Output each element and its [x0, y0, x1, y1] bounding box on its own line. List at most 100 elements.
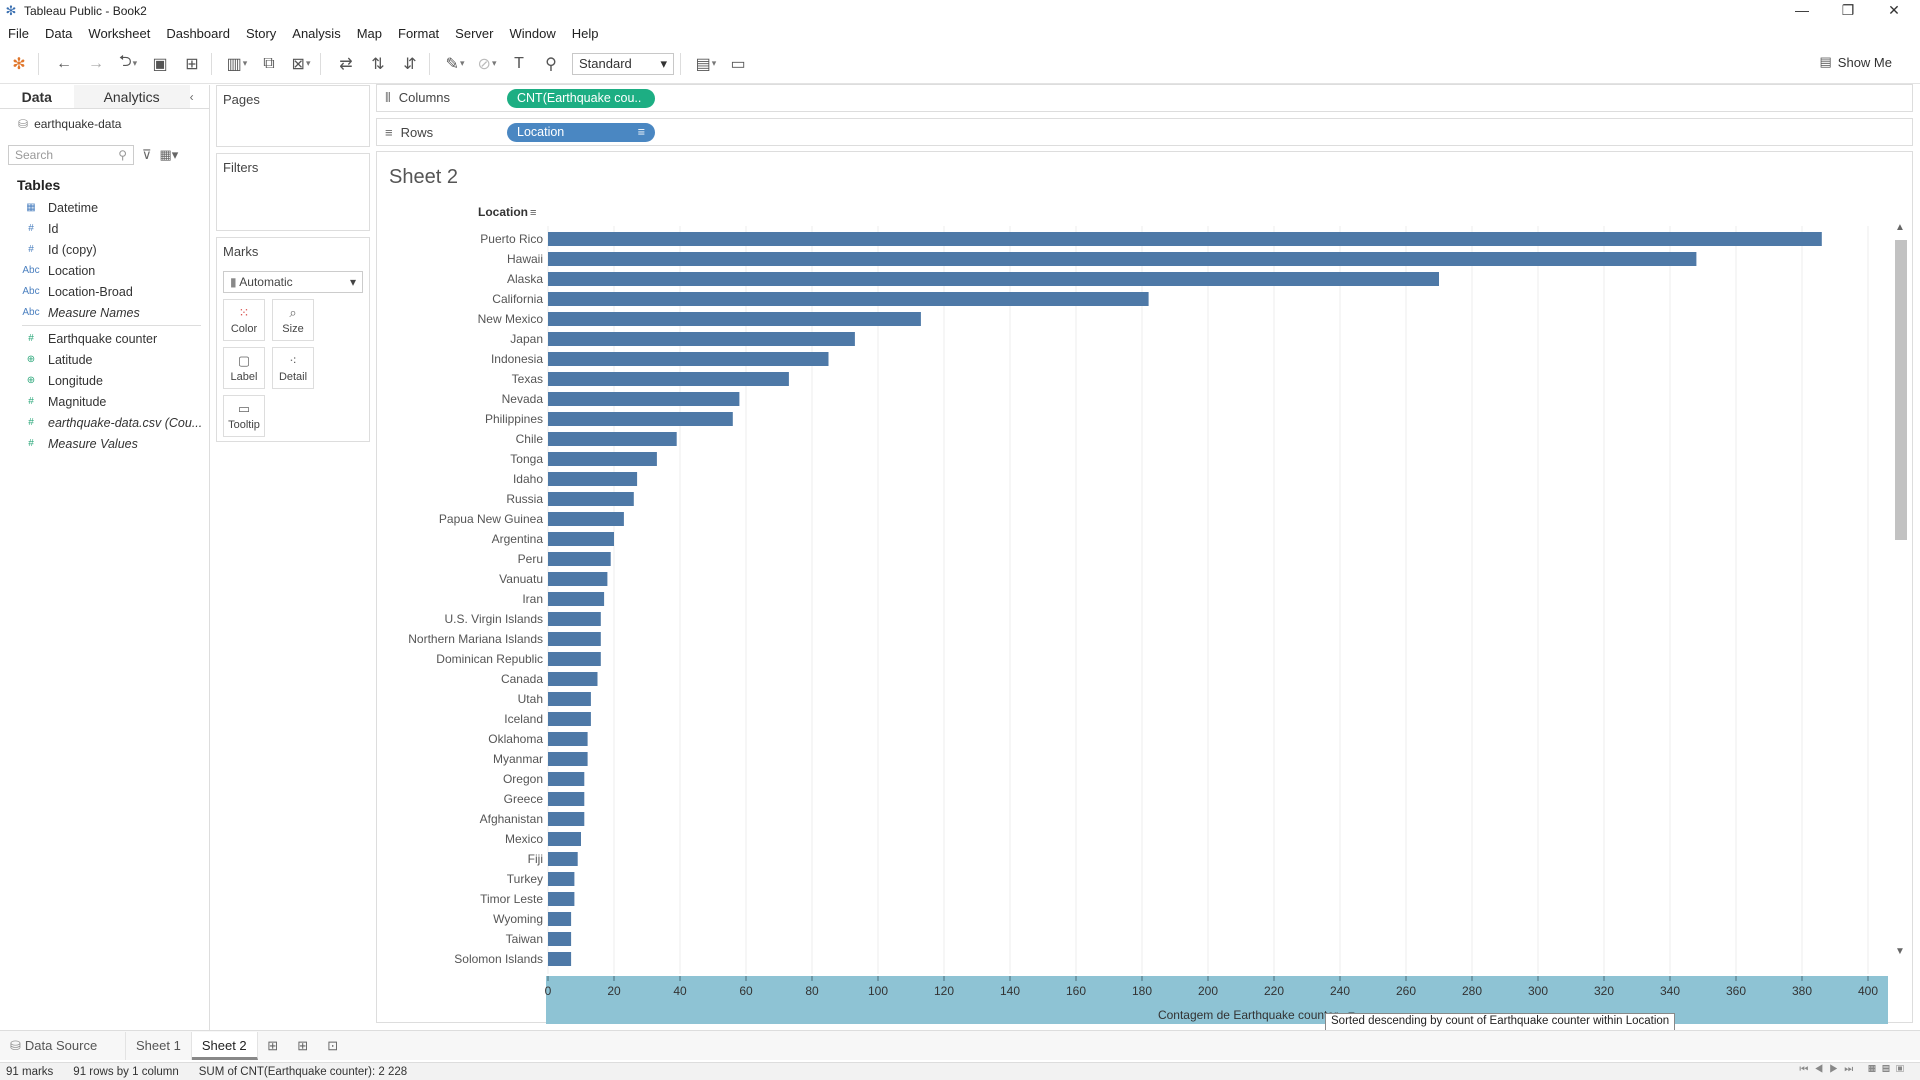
color-button[interactable]: ⁙ Color: [223, 299, 265, 341]
category-label: Greece: [504, 792, 544, 806]
show-cards-icon[interactable]: ▤: [693, 51, 719, 77]
menu-worksheet[interactable]: Worksheet: [88, 25, 151, 41]
field-label: Location: [48, 263, 96, 278]
swap-rows-columns-icon[interactable]: ⇄: [339, 55, 353, 73]
field-item[interactable]: ⊕ Latitude: [0, 349, 209, 370]
columns-pill[interactable]: CNT(Earthquake cou..: [507, 88, 655, 108]
globe-icon: ⊕: [26, 354, 36, 365]
bar: [548, 892, 575, 906]
field-label: Earthquake counter: [48, 331, 158, 346]
scroll-up-icon[interactable]: ▲: [1895, 222, 1905, 233]
field-item[interactable]: Abc Measure Names: [0, 302, 209, 323]
sheet-navigation-icons[interactable]: ⏮◀▶⏭ ▦▤▣: [1799, 1064, 1910, 1075]
filters-card[interactable]: Filters: [216, 153, 370, 231]
field-item[interactable]: Abc Location: [0, 260, 209, 281]
field-item[interactable]: ▦ Datetime: [0, 197, 209, 218]
highlight-icon[interactable]: ✎: [442, 51, 468, 77]
status-sum: SUM of CNT(Earthquake counter): 2 228: [198, 1065, 408, 1078]
menu-data[interactable]: Data: [44, 25, 73, 41]
field-label: Datetime: [48, 200, 99, 215]
size-button[interactable]: ⌕ Size: [272, 299, 314, 341]
close-button[interactable]: ✕: [1888, 2, 1900, 18]
rows-pill[interactable]: Location ≡: [507, 122, 655, 142]
new-datasource-icon[interactable]: ⊞: [185, 55, 199, 73]
tab-data[interactable]: Data: [0, 85, 74, 108]
columns-shelf[interactable]: ⦀ Columns CNT(Earthquake cou..: [376, 84, 1913, 112]
tab-data-source[interactable]: ⛁ Data Source: [0, 1031, 126, 1060]
show-labels-icon[interactable]: T: [514, 54, 524, 72]
sort-tooltip: Sorted descending by count of Earthquake…: [1325, 1013, 1676, 1031]
field-item[interactable]: # Earthquake counter: [0, 328, 209, 349]
menu-map[interactable]: Map: [356, 25, 382, 41]
pin-icon[interactable]: ⚲: [545, 55, 557, 73]
field-item[interactable]: Abc Location-Broad: [0, 281, 209, 302]
bar: [548, 692, 591, 706]
fit-select[interactable]: Standard ▾: [572, 52, 674, 75]
menu-story[interactable]: Story: [245, 25, 277, 41]
field-item[interactable]: # Measure Values: [0, 433, 209, 454]
save-icon[interactable]: ▣: [152, 55, 168, 73]
tab-analytics[interactable]: Analytics: [73, 85, 190, 108]
category-label: Vanuatu: [499, 572, 543, 586]
category-label: Texas: [512, 372, 543, 386]
menu-server[interactable]: Server: [455, 25, 494, 41]
group-icon[interactable]: ⊘: [474, 51, 500, 77]
minimize-button[interactable]: —: [1795, 2, 1809, 18]
field-item[interactable]: # Id: [0, 218, 209, 239]
presentation-mode-icon[interactable]: ▭: [730, 55, 746, 73]
field-item[interactable]: # earthquake-data.csv (Cou...: [0, 412, 209, 433]
detail-button[interactable]: ⁖ Detail: [272, 347, 314, 389]
show-me-button[interactable]: ▤ Show Me: [1820, 54, 1893, 70]
bar: [548, 632, 601, 646]
vertical-scrollbar[interactable]: ▲ ▼: [1893, 222, 1907, 957]
pages-card[interactable]: Pages: [216, 85, 370, 147]
menu-window[interactable]: Window: [509, 25, 556, 41]
field-item[interactable]: # Magnitude: [0, 391, 209, 412]
menu-analysis[interactable]: Analysis: [292, 25, 341, 41]
fit-select-value: Standard: [579, 56, 632, 71]
redo-icon[interactable]: →: [88, 54, 104, 72]
calendar-icon: ▦: [26, 202, 36, 213]
clear-sheet-icon[interactable]: ⊠: [288, 51, 314, 77]
filter-icon[interactable]: ⊽: [142, 147, 152, 162]
tooltip-button[interactable]: ▭ Tooltip: [223, 395, 265, 437]
datasource-item[interactable]: ⛁ earthquake-data: [0, 109, 209, 139]
datasource-name: earthquake-data: [34, 117, 122, 131]
label-button[interactable]: ▢ Label: [223, 347, 265, 389]
field-item[interactable]: # Id (copy): [0, 239, 209, 260]
sort-ascending-icon[interactable]: ⇅: [371, 55, 385, 73]
sort-descending-icon[interactable]: ⇵: [403, 55, 417, 73]
maximize-button[interactable]: ❐: [1841, 2, 1855, 18]
menu-dashboard[interactable]: Dashboard: [166, 25, 230, 41]
new-dashboard-tab-icon[interactable]: ⊞: [297, 1037, 309, 1053]
chevron-down-icon: ▾: [349, 275, 356, 289]
string-icon: Abc: [22, 265, 40, 276]
menu-file[interactable]: File: [8, 25, 29, 41]
x-tick-label: 400: [1858, 984, 1878, 998]
bar: [548, 612, 601, 626]
tableau-home-icon[interactable]: ✻: [12, 55, 26, 73]
menu-format[interactable]: Format: [398, 25, 440, 41]
field-item[interactable]: ⊕ Longitude: [0, 370, 209, 391]
view-options-icon[interactable]: ▦▾: [159, 147, 179, 162]
tab-sheet-2[interactable]: Sheet 2: [191, 1031, 258, 1060]
category-label: Hawaii: [507, 252, 543, 266]
search-input[interactable]: Search ⚲: [8, 145, 134, 165]
menu-help[interactable]: Help: [571, 25, 599, 41]
tab-sheet-1[interactable]: Sheet 1: [126, 1031, 192, 1060]
replay-icon[interactable]: ⮌: [115, 51, 141, 77]
new-story-tab-icon[interactable]: ⊡: [327, 1037, 339, 1053]
collapse-pane-icon[interactable]: ‹: [189, 90, 194, 104]
x-tick-label: 140: [1000, 984, 1020, 998]
scroll-down-icon[interactable]: ▼: [1895, 946, 1905, 957]
undo-icon[interactable]: ←: [56, 54, 72, 72]
color-label: Color: [230, 323, 258, 335]
new-worksheet-icon[interactable]: ▥: [224, 51, 250, 77]
rows-shelf[interactable]: ≡ Rows Location ≡: [376, 118, 1913, 146]
scroll-thumb[interactable]: [1895, 240, 1907, 540]
mark-type-select[interactable]: ▮ Automatic ▾: [223, 271, 363, 293]
duplicate-sheet-icon[interactable]: ⧉: [263, 54, 275, 72]
field-search-row: Search ⚲ ⊽ ▦▾: [0, 139, 209, 171]
new-worksheet-tab-icon[interactable]: ⊞: [267, 1037, 279, 1053]
status-marks: 91 marks: [6, 1065, 54, 1078]
